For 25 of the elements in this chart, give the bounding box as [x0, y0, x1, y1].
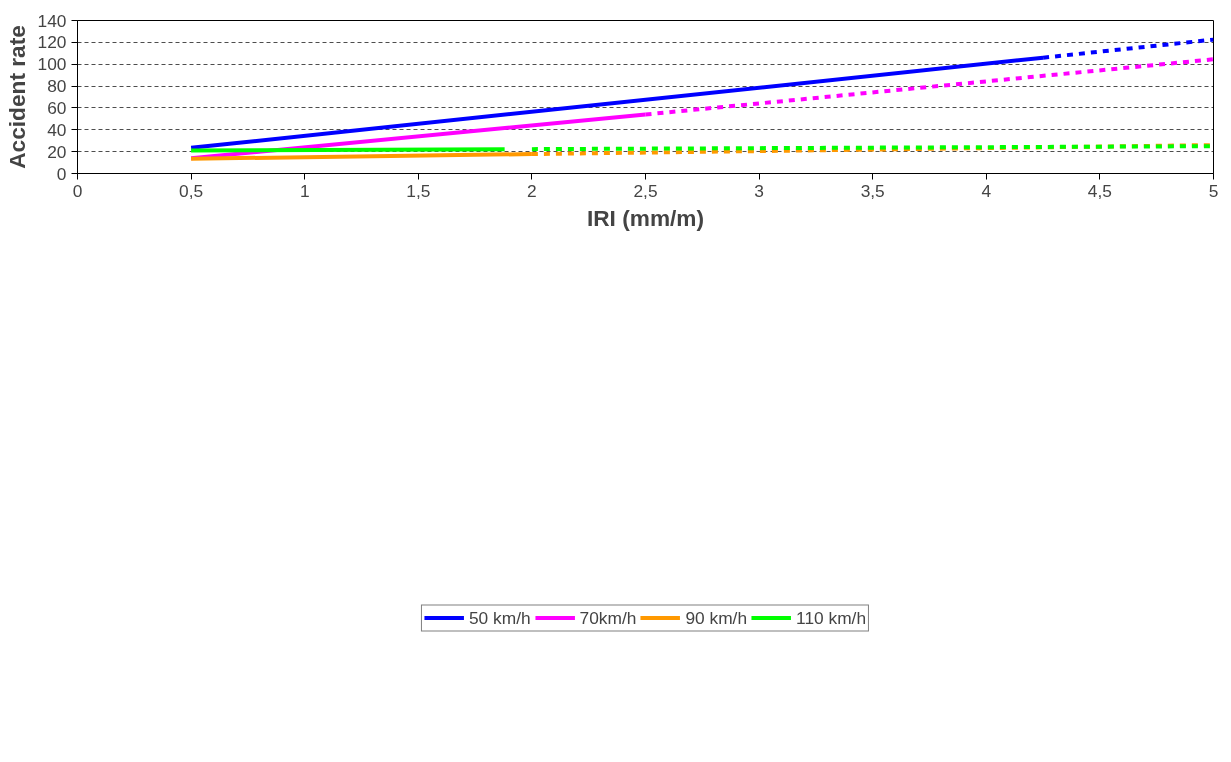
y-tick-label: 40: [47, 119, 67, 140]
x-tick-label: 2: [527, 180, 537, 201]
x-tick-label: 3: [754, 180, 764, 201]
x-tick-label: 1: [299, 180, 310, 201]
x-tick-label: 3,5: [860, 180, 885, 201]
y-tick-label: 120: [37, 32, 67, 53]
legend-label: 90 km/h: [685, 607, 748, 629]
x-tick-label: 2,5: [633, 180, 658, 201]
x-axis-title: IRI (mm/m): [586, 204, 705, 231]
y-tick-label: 0: [56, 163, 67, 184]
y-tick-label: 80: [47, 76, 67, 97]
y-tick-label: 140: [37, 10, 67, 31]
legend-label: 110 km/h: [796, 607, 867, 629]
legend-label: 50 km/h: [468, 607, 531, 629]
y-tick-label: 20: [47, 141, 67, 162]
x-tick-label: 5: [1208, 180, 1219, 201]
x-tick-label: 0,5: [179, 180, 204, 201]
y-tick-label: 60: [47, 97, 67, 118]
x-tick-label: 0: [72, 180, 83, 201]
x-tick-label: 4,5: [1087, 180, 1112, 201]
x-tick-label: 1,5: [406, 180, 431, 201]
x-tick-label: 4: [981, 180, 992, 201]
legend-label: 70km/h: [579, 607, 637, 629]
y-axis-title: Accident rate: [3, 25, 30, 169]
y-tick-label: 100: [37, 54, 67, 75]
